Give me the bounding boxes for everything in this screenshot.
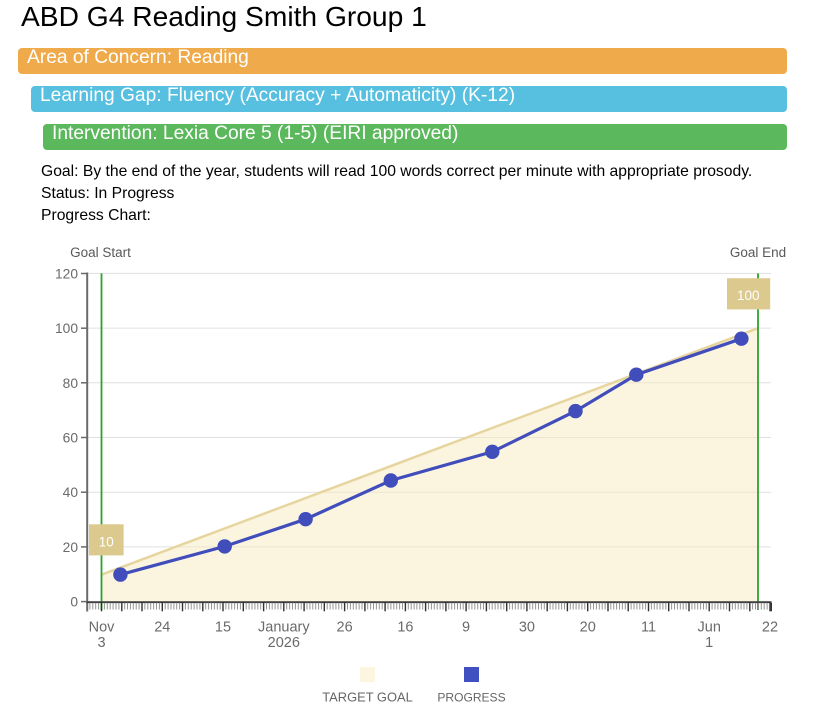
svg-text:16: 16 <box>397 619 413 635</box>
svg-text:100: 100 <box>737 288 760 303</box>
svg-text:40: 40 <box>63 485 79 500</box>
svg-text:10: 10 <box>99 534 114 549</box>
svg-text:20: 20 <box>580 619 596 635</box>
svg-text:100: 100 <box>55 321 78 336</box>
svg-text:20: 20 <box>63 540 79 555</box>
svg-text:9: 9 <box>462 619 470 635</box>
svg-text:January: January <box>258 619 310 635</box>
svg-text:2026: 2026 <box>268 635 300 651</box>
svg-text:TARGET GOAL: TARGET GOAL <box>322 690 413 705</box>
svg-text:1: 1 <box>705 635 713 651</box>
svg-text:24: 24 <box>154 619 170 635</box>
svg-text:22: 22 <box>762 619 778 635</box>
svg-text:PROGRESS: PROGRESS <box>437 691 505 705</box>
svg-text:80: 80 <box>63 376 79 391</box>
svg-text:Goal Start: Goal Start <box>70 245 131 260</box>
svg-text:Jun: Jun <box>698 619 721 635</box>
svg-text:120: 120 <box>55 266 78 281</box>
svg-text:Nov: Nov <box>89 619 116 635</box>
svg-text:11: 11 <box>641 619 656 635</box>
svg-text:26: 26 <box>337 619 353 635</box>
svg-text:15: 15 <box>215 619 231 635</box>
svg-text:60: 60 <box>63 431 79 446</box>
svg-text:0: 0 <box>70 595 78 610</box>
svg-text:Goal End: Goal End <box>730 245 786 260</box>
svg-text:3: 3 <box>97 635 105 651</box>
svg-text:30: 30 <box>519 619 535 635</box>
